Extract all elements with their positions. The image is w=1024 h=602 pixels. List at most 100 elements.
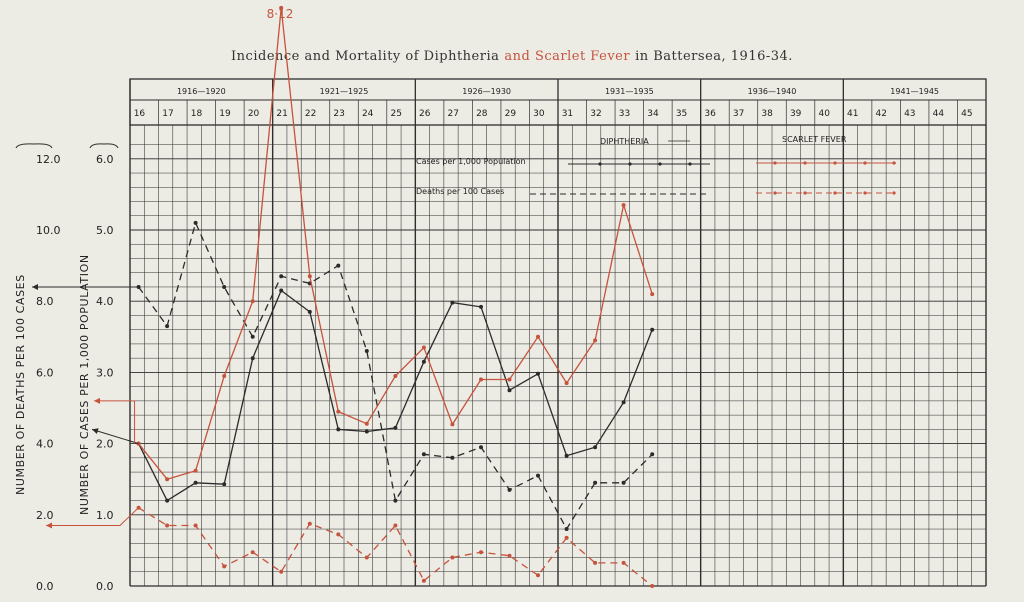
x-tick-label: 32 <box>590 109 601 119</box>
y-cases-tick: 1.0 <box>96 509 114 522</box>
y-deaths-tick: 10.0 <box>36 224 61 237</box>
x-tick-label: 26 <box>419 109 431 119</box>
x-tick-label: 19 <box>219 109 231 119</box>
y-deaths-tick: 8.0 <box>36 295 54 308</box>
point-scarlet-deaths <box>222 564 227 569</box>
point-diphtheria-deaths <box>250 334 255 339</box>
x-tick-label: 23 <box>333 109 344 119</box>
point-scarlet-cases <box>136 441 141 446</box>
y-axes: 0.0 1.0 2.0 3.0 4.0 5.0 6.0 0.0 2.0 4.0 6.0 8.0 10.0… <box>15 143 119 593</box>
period-label: 1936—1940 <box>748 87 797 96</box>
legend-marker <box>863 191 867 195</box>
point-scarlet-deaths <box>450 555 455 560</box>
point-scarlet-deaths <box>393 523 398 528</box>
point-diphtheria-cases <box>222 482 227 487</box>
x-tick-label: 40 <box>818 109 830 119</box>
cases-axis-brace <box>89 143 119 149</box>
arrow-diph-cases <box>91 428 139 445</box>
point-diphtheria-cases <box>650 327 655 332</box>
legend-marker <box>688 162 692 166</box>
point-scarlet-cases <box>165 477 170 482</box>
chart-title-part1: Incidence and Mortality of Diphtheria <box>231 49 499 64</box>
peak-label: 8·12 <box>267 7 294 21</box>
point-scarlet-deaths <box>479 550 483 555</box>
y-deaths-tick: 12.0 <box>36 153 61 166</box>
point-diphtheria-cases <box>250 356 255 361</box>
point-scarlet-cases <box>336 409 341 414</box>
point-scarlet-deaths <box>536 573 540 578</box>
x-tick-label: 25 <box>390 109 401 119</box>
x-tick-label: 37 <box>733 109 744 119</box>
point-diphtheria-deaths <box>621 480 626 485</box>
grid <box>129 125 987 587</box>
point-scarlet-deaths <box>364 555 369 560</box>
y-deaths-tick: 2.0 <box>36 509 54 522</box>
y-axis-cases-title: NUMBER OF CASES PER 1,000 POPULATION <box>78 254 91 515</box>
point-scarlet-cases <box>364 421 369 426</box>
point-scarlet-deaths <box>650 584 655 588</box>
period-label: 1921—1925 <box>320 87 369 96</box>
y-cases-tick: 0.0 <box>96 580 114 593</box>
arrow-diph-cases-head <box>92 428 99 434</box>
x-tick-label: 33 <box>619 109 630 119</box>
point-scarlet-cases <box>479 377 483 382</box>
point-diphtheria-deaths <box>564 527 569 531</box>
point-diphtheria-deaths <box>450 455 455 460</box>
y-axis-deaths-title: NUMBER OF DEATHS PER 100 CASES <box>14 274 27 495</box>
y-deaths-tick: 0.0 <box>36 580 54 593</box>
point-scarlet-cases <box>650 292 655 297</box>
point-diphtheria-deaths <box>165 324 170 329</box>
point-scarlet-deaths <box>250 550 255 555</box>
x-tick-label: 42 <box>876 109 887 119</box>
point-diphtheria-cases <box>536 371 540 376</box>
point-diphtheria-cases <box>507 388 512 393</box>
point-scarlet-cases <box>536 334 540 339</box>
point-scarlet-cases <box>307 274 312 279</box>
x-tick-label: 17 <box>162 109 173 119</box>
point-scarlet-deaths <box>564 535 569 540</box>
legend-marker <box>628 162 632 166</box>
x-tick-label: 20 <box>248 109 260 119</box>
legend-marker <box>892 161 896 165</box>
x-tick-label: 35 <box>676 109 687 119</box>
x-tick-label: 45 <box>961 109 972 119</box>
y-deaths-tick: 4.0 <box>36 438 54 451</box>
point-scarlet-deaths <box>307 521 312 526</box>
point-scarlet-cases <box>593 338 598 343</box>
x-tick-label: 22 <box>305 109 316 119</box>
year-header: 1916—1920 1921—1925 1926—1930 1931—1935 1936… <box>129 78 987 126</box>
chart-title: Incidence and Mortality of Diphtheria and… <box>231 49 793 64</box>
point-diphtheria-cases <box>165 498 170 503</box>
x-tick-label: 27 <box>448 109 459 119</box>
x-tick-label: 18 <box>191 109 203 119</box>
point-scarlet-cases <box>393 374 398 378</box>
point-diphtheria-deaths <box>536 473 540 478</box>
arrow-scarlet-cases-head <box>94 397 100 404</box>
legend-deaths: Deaths per 100 Cases <box>416 187 504 196</box>
legend-marker <box>833 191 837 195</box>
x-tick-label: 24 <box>362 109 374 119</box>
point-scarlet-deaths <box>193 523 198 528</box>
x-tick-label: 29 <box>505 109 517 119</box>
legend-marker <box>892 191 896 195</box>
deaths-axis-brace <box>15 143 53 149</box>
x-tick-label: 38 <box>761 109 773 119</box>
y-cases-tick: 2.0 <box>96 438 114 451</box>
point-diphtheria-cases <box>307 309 312 314</box>
legend-diphtheria: DIPHTHERIA <box>600 137 649 146</box>
x-tick-label: 41 <box>847 109 858 119</box>
legend-marker <box>598 162 602 166</box>
point-diphtheria-cases <box>393 425 398 430</box>
arrow-scarlet-cases-path <box>98 400 136 444</box>
point-scarlet-deaths <box>507 553 512 558</box>
legend-marker <box>803 191 807 195</box>
point-scarlet-cases <box>279 5 284 10</box>
x-tick-label: 16 <box>134 109 146 119</box>
legend-marker <box>833 161 837 165</box>
legend: DIPHTHERIA SCARLET FEVER Cases per 1,000 P… <box>416 135 896 196</box>
point-diphtheria-cases <box>593 445 598 450</box>
point-diphtheria-cases <box>479 304 483 309</box>
point-diphtheria-deaths <box>364 349 369 353</box>
y-cases-tick: 6.0 <box>96 153 114 166</box>
